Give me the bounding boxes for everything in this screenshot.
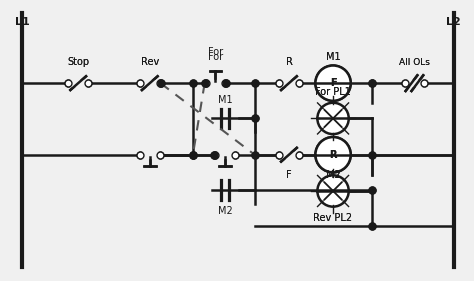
Circle shape: [315, 137, 351, 172]
Text: L2: L2: [446, 17, 461, 26]
Text: M1: M1: [326, 52, 340, 62]
Circle shape: [315, 65, 351, 101]
Text: F: F: [286, 170, 292, 180]
Text: R: R: [285, 58, 292, 67]
Text: M1: M1: [326, 52, 340, 62]
Text: F: F: [286, 170, 292, 180]
Text: All OLs: All OLs: [399, 58, 430, 67]
Text: Stop: Stop: [67, 58, 89, 67]
Text: F: F: [330, 78, 337, 88]
Text: R: R: [329, 150, 337, 160]
Text: M2: M2: [218, 206, 233, 216]
Text: M2: M2: [326, 170, 340, 180]
Text: L1: L1: [15, 17, 30, 26]
Text: All OLs: All OLs: [399, 58, 430, 67]
Circle shape: [318, 175, 349, 207]
Text: M2: M2: [326, 170, 340, 180]
Text: R: R: [285, 58, 292, 67]
Text: Stop: Stop: [67, 58, 89, 67]
Text: F: F: [330, 78, 337, 88]
Text: R: R: [329, 150, 337, 160]
Text: Rev: Rev: [141, 58, 159, 67]
Text: For: For: [208, 52, 223, 62]
Text: M1: M1: [218, 95, 233, 105]
Text: For PL1: For PL1: [315, 87, 351, 97]
Circle shape: [318, 103, 349, 134]
Text: For: For: [208, 47, 223, 57]
Text: For PL1: For PL1: [315, 87, 351, 97]
Text: Rev PL2: Rev PL2: [313, 212, 353, 223]
Circle shape: [315, 137, 351, 172]
Text: Rev: Rev: [141, 58, 159, 67]
Text: Rev PL2: Rev PL2: [313, 212, 353, 223]
Circle shape: [315, 65, 351, 101]
